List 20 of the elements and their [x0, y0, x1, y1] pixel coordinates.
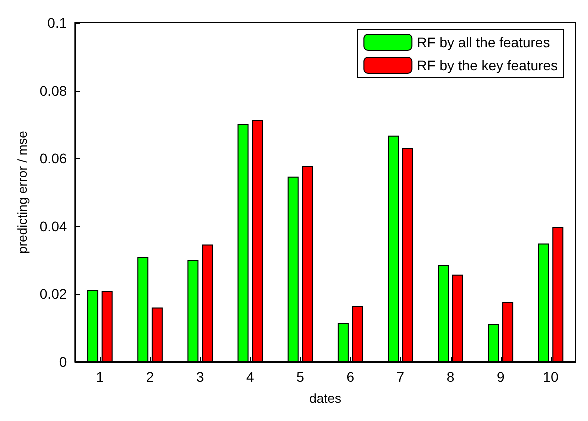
x-tick-label: 1: [96, 369, 104, 385]
x-tick-label: 10: [543, 369, 559, 385]
x-tick-label: 7: [396, 369, 405, 385]
legend-label: RF by all the features: [417, 34, 550, 50]
x-tick-label: 4: [246, 369, 255, 385]
x-tick-label: 3: [196, 369, 204, 385]
y-axis-title: predicting error / mse: [15, 131, 30, 254]
x-tick-label: 9: [496, 369, 505, 385]
y-tick-label: 0.06: [40, 150, 68, 167]
legend-label: RF by the key features: [417, 58, 558, 74]
y-tick-label: 0.08: [40, 82, 68, 99]
y-tick-label: 0.04: [40, 218, 68, 234]
y-tick-label: 0.02: [40, 286, 68, 302]
x-tick-label: 5: [296, 369, 305, 385]
x-axis-title: dates: [310, 391, 342, 406]
y-tick-label: 0.1: [48, 15, 68, 31]
y-tick-label: 0: [59, 354, 68, 370]
x-tick-label: 8: [446, 369, 455, 385]
x-tick-label: 2: [146, 369, 154, 385]
x-tick-label: 6: [346, 369, 355, 385]
